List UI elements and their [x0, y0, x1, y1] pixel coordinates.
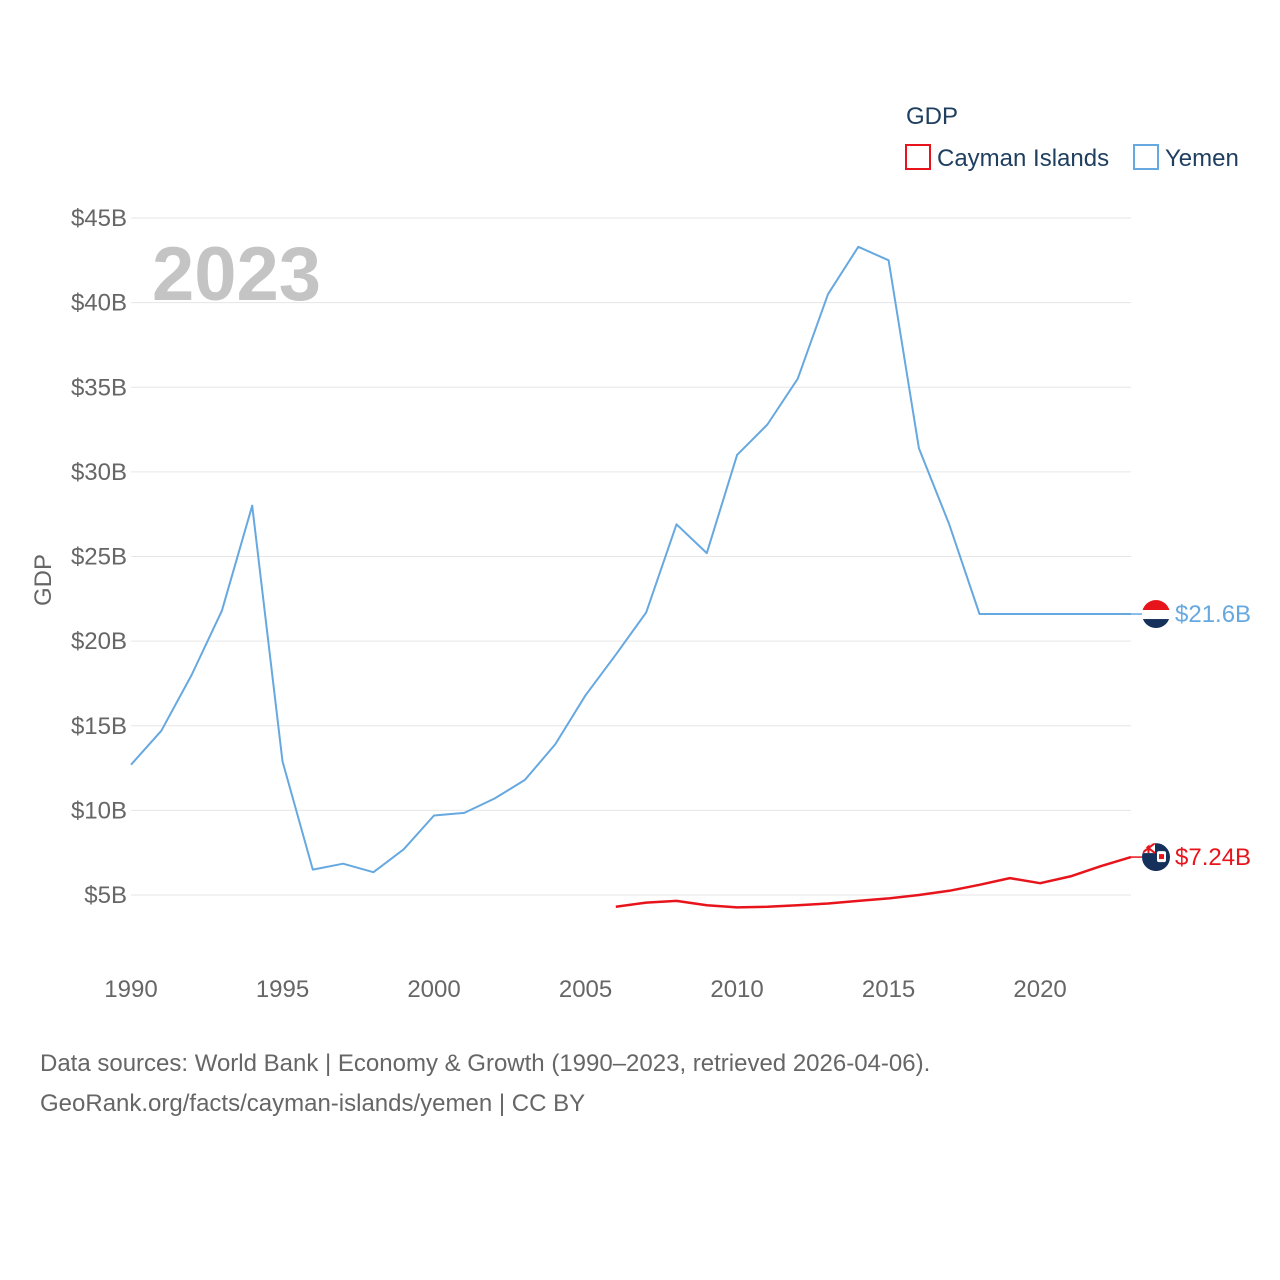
- yemen-end-value-label: $21.6B: [1175, 601, 1251, 628]
- legend-label-yemen[interactable]: Yemen: [1165, 145, 1239, 172]
- year-watermark: 2023: [152, 232, 321, 317]
- x-tick-label: 2010: [710, 976, 763, 1003]
- y-tick-label: $30B: [71, 459, 127, 486]
- legend: GDP Cayman Islands Yemen: [905, 103, 1239, 172]
- legend-swatch-yemen[interactable]: [1133, 144, 1159, 170]
- x-tick-label: 2020: [1013, 976, 1066, 1003]
- x-tick-label: 2005: [559, 976, 612, 1003]
- y-tick-label: $15B: [71, 713, 127, 740]
- source-link-text[interactable]: GeoRank.org/facts/cayman-islands/yemen |…: [40, 1090, 586, 1117]
- x-axis-ticks: 1990 1995 2000 2005 2010 2015 2020: [104, 976, 1066, 1003]
- x-tick-label: 2015: [862, 976, 915, 1003]
- legend-swatch-cayman-islands[interactable]: [905, 144, 931, 170]
- legend-label-cayman-islands[interactable]: Cayman Islands: [937, 145, 1109, 172]
- data-source-text: Data sources: World Bank | Economy & Gro…: [40, 1050, 931, 1077]
- y-tick-label: $20B: [71, 628, 127, 655]
- x-tick-label: 1990: [104, 976, 157, 1003]
- y-axis-ticks: $5B $10B $15B $20B $25B $30B $35B $40B $45B: [71, 205, 127, 909]
- series-line-yemen[interactable]: [130, 245, 1131, 874]
- y-tick-label: $25B: [71, 544, 127, 571]
- series-lines: [130, 245, 1142, 909]
- gridlines: [131, 217, 1131, 896]
- y-tick-label: $45B: [71, 205, 127, 232]
- footer: Data sources: World Bank | Economy & Gro…: [40, 1044, 930, 1124]
- y-tick-label: $40B: [71, 290, 127, 317]
- y-tick-label: $10B: [71, 797, 127, 824]
- cayman-islands-flag-icon: [1142, 843, 1170, 872]
- cayman-islands-end-value-label: $7.24B: [1175, 844, 1251, 871]
- x-tick-label: 2000: [407, 976, 460, 1003]
- legend-title: GDP: [906, 103, 958, 130]
- y-axis-label: GDP: [30, 554, 57, 606]
- series-line-cayman-islands[interactable]: [615, 855, 1132, 909]
- x-tick-label: 1995: [256, 976, 309, 1003]
- gdp-line-chart: $5B $10B $15B $20B $25B $30B $35B $40B $45B 1990…: [30, 103, 1251, 1003]
- yemen-flag-icon: [1142, 600, 1170, 629]
- y-tick-label: $5B: [84, 882, 127, 909]
- y-tick-label: $35B: [71, 374, 127, 401]
